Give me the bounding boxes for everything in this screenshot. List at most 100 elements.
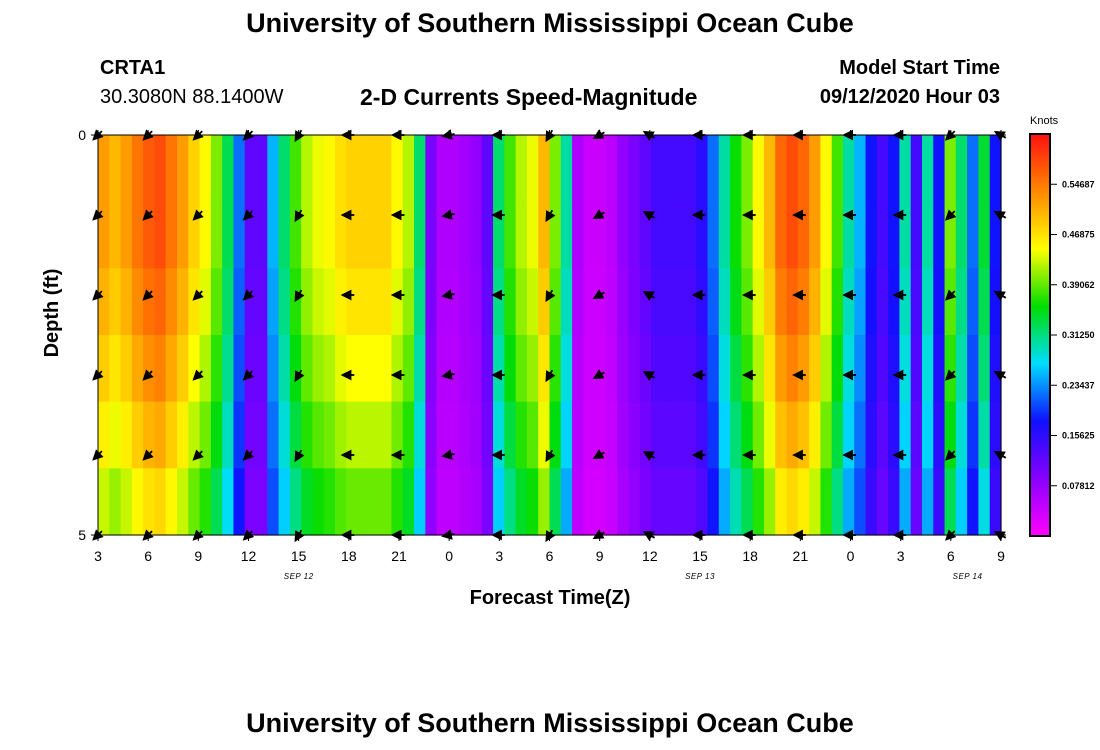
heatmap-cell [346,335,359,403]
heatmap-cell [820,401,833,469]
heatmap-cell [605,401,618,469]
x-tick-label: 3 [495,548,503,564]
heatmap-cell [402,401,415,469]
heatmap-cell [797,335,810,403]
heatmap-cell [628,135,641,203]
heatmap-cell [944,335,957,403]
heatmap-cell [526,135,539,203]
heatmap-cell [955,135,968,203]
heatmap-cell [933,335,946,403]
heatmap-cell [436,268,449,336]
heatmap-cell [244,401,257,469]
current-arrow [142,369,154,381]
heatmap-cell [605,468,618,536]
heatmap-cell [493,468,505,536]
heatmap-cell [165,401,178,469]
x-tick-label: 21 [391,548,407,564]
current-arrow [642,370,656,382]
heatmap-cell [447,468,460,536]
x-tick-label: 18 [341,548,357,564]
heatmap-cell [188,401,201,469]
heatmap-cell [876,401,889,469]
heatmap-cell [899,201,912,269]
heatmap-cell [696,268,709,336]
current-arrow [545,369,556,383]
heatmap-cell [380,468,393,536]
heatmap-cell [854,401,867,469]
heatmap-cell [572,135,584,203]
heatmap-cell [210,268,223,336]
heatmap-cell [967,335,980,403]
heatmap-cell [391,135,404,203]
heatmap-cell [459,335,472,403]
heatmap-cell [910,468,923,536]
heatmap-cell [391,401,404,469]
heatmap-cell [391,335,404,403]
heatmap-cell [910,201,923,269]
heatmap-cell [526,335,539,403]
heatmap-cell [944,135,957,203]
heatmap-cell [809,335,821,403]
heatmap-cell [199,401,212,469]
heatmap-cell [809,268,821,336]
heatmap-cell [921,335,934,403]
heatmap-cell [775,401,788,469]
heatmap-cell [775,468,788,536]
heatmap-cell [515,135,528,203]
heatmap-cell [120,401,133,469]
heatmap-cell [605,268,618,336]
heatmap-cell [368,268,381,336]
heatmap-cell [730,201,742,269]
heatmap-cell [177,268,189,336]
colorbar-scale [1029,133,1051,537]
heatmap-cell [233,268,246,336]
x-tick-label: 6 [546,548,554,564]
heatmap-cell [752,135,765,203]
heatmap-cell [380,268,393,336]
heatmap-cell [707,268,720,336]
heatmap-cell [199,268,212,336]
heatmap-cell [617,268,630,336]
heatmap-cell [312,335,325,403]
current-arrow [142,289,154,301]
heatmap-cell [177,201,189,269]
heatmap-cell [436,401,449,469]
heatmap-cell [98,468,110,536]
heatmap-cell [605,201,618,269]
heatmap-cell [684,135,697,203]
heatmap-cell [752,335,765,403]
heatmap-cell [188,201,201,269]
heatmap-cell [380,201,393,269]
current-arrow [242,209,255,221]
heatmap-cell [98,335,110,403]
heatmap-cell [335,268,347,336]
heatmap-cell [357,401,370,469]
heatmap-cell [278,268,291,336]
heatmap-cell [673,268,686,336]
heatmap-cell [572,335,584,403]
heatmap-cell [684,268,697,336]
heatmap-cell [572,268,584,336]
heatmap-cell [402,468,415,536]
heatmap-cell [504,468,517,536]
heatmap-cell [323,335,336,403]
heatmap-cell [662,135,675,203]
heatmap-cell [143,135,156,203]
heatmap-cell [842,268,855,336]
heatmap-cell [504,335,517,403]
heatmap-cell [628,401,641,469]
heatmap-cell [955,401,968,469]
heatmap-cell [730,135,742,203]
heatmap-cell [955,201,968,269]
colorbar-tick-label: 0.39062 [1062,280,1095,290]
current-arrow [294,289,305,303]
footer-title: University of Southern Mississippi Ocean… [246,708,854,738]
heatmap-cell [538,468,551,536]
heatmap-cell [684,468,697,536]
heatmap-cell [865,468,878,536]
heatmap-cell [368,135,381,203]
heatmap-cell [718,401,731,469]
current-arrow [642,450,656,462]
heatmap-cell [538,268,551,336]
heatmap-cell [967,401,980,469]
